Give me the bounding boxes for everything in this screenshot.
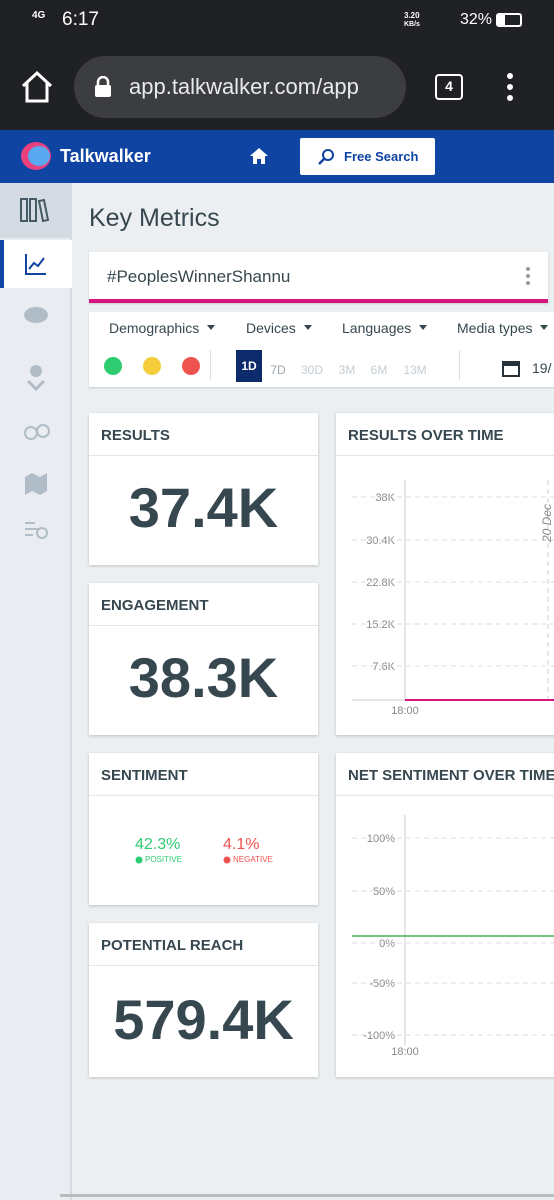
y-label: 0% [379, 938, 395, 950]
x-label: 18:00 [391, 1046, 419, 1058]
card-value: 38.3K [128, 646, 279, 709]
y-label: -50% [369, 978, 395, 990]
results-over-time-panel: RESULTS OVER TIME 7.6K 15.2K 22.8K 30.4K 38K… [336, 413, 554, 735]
free-search-button[interactable]: Free Search [300, 138, 435, 175]
filter[interactable]: Demographics [109, 320, 215, 336]
positive-label: POSITIVE [145, 855, 182, 864]
results-chart: 7.6K 15.2K 22.8K 30.4K 38K 18:00 20 Dec [352, 480, 554, 717]
y-label: 38K [375, 492, 395, 504]
app-header: Talkwalker Free Search [0, 130, 554, 183]
time-range[interactable]: 13M [403, 363, 427, 377]
query-menu[interactable] [525, 266, 531, 286]
card-value: 37.4K [128, 476, 279, 539]
reach-card: POTENTIAL REACH 579.4K [89, 923, 318, 1077]
sidebar [0, 183, 72, 1200]
brand: Talkwalker [60, 146, 151, 166]
time-range[interactable]: 30D [300, 363, 323, 377]
positive-value: 42.3% [135, 836, 181, 853]
time-range[interactable]: 6M [370, 363, 388, 377]
y-label: 15.2K [366, 619, 395, 631]
url-field[interactable]: app.talkwalker.com/app [74, 56, 406, 118]
nav-icons[interactable] [22, 305, 50, 605]
divider [210, 350, 211, 380]
filter[interactable]: Languages [342, 320, 427, 336]
time-range[interactable]: 7D [270, 363, 286, 377]
time-range[interactable]: 3M [338, 363, 356, 377]
browser-bar: app.talkwalker.com/app 4 [0, 42, 554, 130]
negative-label: NEGATIVE [233, 855, 273, 864]
nav-metrics[interactable] [0, 240, 72, 288]
engagement-card: ENGAGEMENT 38.3K [89, 583, 318, 735]
y-label: 50% [373, 886, 395, 898]
net-sentiment-chart: -100% -50% 0% 50% 100% 18:00 [352, 815, 554, 1058]
date-label: 20 Dec [540, 504, 554, 543]
battery-level [498, 15, 505, 25]
y-label: 7.6K [372, 661, 395, 673]
panel-title: NET SENTIMENT OVER TIME [336, 753, 554, 796]
divider [459, 350, 460, 380]
time: 6:17 [62, 9, 99, 30]
y-label: 30.4K [366, 535, 395, 547]
sentiment-icons [135, 856, 231, 864]
search-icon [318, 149, 334, 165]
calendar-icon[interactable] [502, 359, 520, 377]
y-label: 100% [367, 833, 395, 845]
query: #PeoplesWinnerShannu [107, 267, 291, 286]
icon [25, 254, 46, 275]
y-label: 22.8K [366, 577, 395, 589]
card-title: ENGAGEMENT [89, 583, 318, 626]
time-range[interactable]: 1D [236, 350, 262, 382]
x-label: 18:00 [391, 705, 419, 717]
button-label: Free Search [344, 149, 419, 164]
tab-count[interactable]: 4 [435, 74, 463, 100]
home-icon[interactable] [249, 147, 269, 165]
card-title: POTENTIAL REACH [89, 923, 318, 966]
query-box[interactable]: #PeoplesWinnerShannu [89, 252, 548, 303]
filter[interactable]: Devices [246, 320, 312, 336]
date[interactable]: 19/ [532, 360, 552, 376]
negative-value: 4.1% [223, 836, 260, 853]
network: 4G [32, 10, 46, 21]
icon [20, 198, 50, 223]
speed-unit: KB/s [404, 21, 420, 28]
card-title: RESULTS [89, 413, 318, 456]
lock-icon [95, 76, 111, 97]
y-label: -100% [363, 1030, 395, 1042]
results-card: RESULTS 37.4K [89, 413, 318, 565]
logo [21, 142, 51, 170]
net-sentiment-panel: NET SENTIMENT OVER TIME -100% -50% 0% 50% 10… [336, 753, 554, 1077]
home-button[interactable] [20, 70, 54, 104]
nav-library[interactable] [0, 183, 72, 238]
sentiment-card: SENTIMENT 42.3% POSITIVE 4.1% NEGATIVE [89, 753, 318, 905]
url: app.talkwalker.com/app [129, 74, 359, 99]
menu-button[interactable] [504, 72, 516, 102]
battery: 32% [460, 11, 493, 28]
battery-icon [496, 13, 522, 27]
panel-title: RESULTS OVER TIME [336, 413, 554, 456]
card-title: SENTIMENT [89, 753, 318, 796]
status-bar: 4G 6:17 3.20 KB/s 32% [0, 0, 554, 42]
speed: 3.20 [404, 11, 420, 20]
filter[interactable]: Media types [457, 320, 548, 336]
card-value: 579.4K [113, 988, 294, 1051]
sentiment-filters[interactable] [103, 356, 203, 376]
page-title: Key Metrics [89, 204, 220, 232]
scrollbar [60, 1194, 554, 1197]
